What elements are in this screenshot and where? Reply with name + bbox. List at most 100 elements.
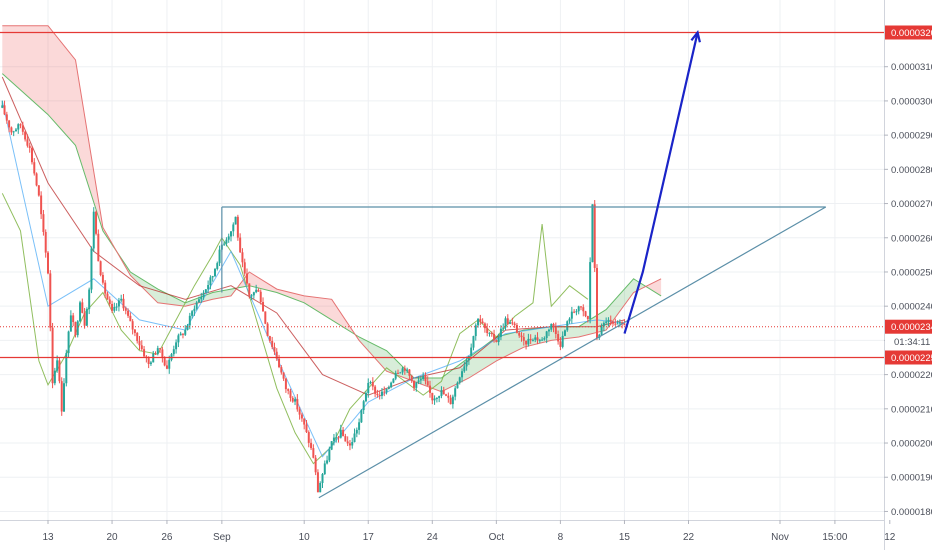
- candle-bearish: [35, 173, 38, 186]
- candle-bearish: [408, 369, 411, 376]
- candle-bullish: [67, 331, 70, 354]
- candle-bearish: [552, 323, 555, 328]
- candle-bearish: [268, 336, 271, 341]
- candle-bearish: [483, 323, 486, 329]
- candle-bullish: [534, 337, 537, 340]
- candle-bearish: [81, 302, 84, 313]
- candle-bullish: [577, 306, 580, 312]
- price-tick-label: 0.00002100: [891, 404, 932, 415]
- candle-bearish: [122, 298, 125, 309]
- candle-bullish: [90, 248, 93, 290]
- candle-bearish: [143, 349, 146, 357]
- candle-bearish: [147, 358, 150, 365]
- candle-bullish: [211, 276, 214, 278]
- candle-bearish: [536, 337, 539, 341]
- candle-bearish: [614, 323, 617, 325]
- candle-bearish: [127, 310, 130, 316]
- candle-bearish: [236, 216, 239, 238]
- forecast-arrow-head: [690, 30, 701, 43]
- candle-bearish: [623, 323, 626, 326]
- candle-bullish: [618, 322, 621, 324]
- candle-bearish: [44, 231, 47, 253]
- candle-bullish: [406, 369, 409, 371]
- candle-bullish: [589, 262, 592, 319]
- time-tick-label: 12: [884, 532, 896, 543]
- candle-bullish: [541, 339, 544, 341]
- candle-bearish: [28, 145, 31, 148]
- candle-bearish: [106, 293, 109, 300]
- candle-bullish: [53, 370, 56, 384]
- candle-bearish: [280, 367, 283, 373]
- price-tick-label: 0.00001800: [891, 507, 932, 518]
- kijun-sen-line: [1, 76, 625, 396]
- candle-bullish: [415, 382, 418, 388]
- candle-bearish: [426, 381, 429, 386]
- candle-bullish: [472, 336, 475, 348]
- candle-bearish: [525, 340, 528, 345]
- price-tick-label: 0.00002200: [891, 370, 932, 381]
- candle-bullish: [69, 315, 72, 332]
- candle-bearish: [520, 335, 523, 338]
- candle-bullish: [323, 463, 326, 475]
- candle-bullish: [177, 335, 180, 343]
- candle-bullish: [168, 359, 171, 369]
- candle-bearish: [511, 322, 514, 324]
- candle-bearish: [165, 365, 168, 369]
- candle-bullish: [188, 315, 191, 326]
- candle-bearish: [241, 252, 244, 263]
- candle-bullish: [390, 382, 393, 388]
- candle-bullish: [550, 323, 553, 330]
- candle-bearish: [129, 315, 132, 322]
- candle-bullish: [200, 296, 203, 300]
- tenkan-sen-line: [1, 100, 625, 458]
- candle-bearish: [19, 124, 22, 126]
- drawings[interactable]: [0, 30, 884, 499]
- candle-bearish: [429, 385, 432, 393]
- price-tick-label: 0.00002340: [891, 322, 932, 333]
- candle-bullish: [227, 236, 230, 240]
- candle-bearish: [275, 351, 278, 359]
- candle-bullish: [392, 378, 395, 383]
- time-tick-label: 13: [42, 532, 54, 543]
- candle-bearish: [58, 360, 61, 382]
- candle-bearish: [298, 409, 301, 415]
- candle-bullish: [456, 382, 459, 389]
- candle-bearish: [584, 311, 587, 317]
- candle-bullish: [117, 300, 120, 307]
- time-tick-label: 24: [427, 532, 439, 543]
- candle-bearish: [621, 322, 624, 324]
- candle-bullish: [509, 322, 512, 324]
- candle-bullish: [401, 368, 404, 373]
- candle-bearish: [3, 105, 6, 115]
- candle-bearish: [163, 358, 166, 366]
- candle-bearish: [506, 318, 509, 324]
- time-tick-label: 20: [106, 532, 118, 543]
- candle-bullish: [115, 306, 118, 308]
- candle-bearish: [287, 389, 290, 391]
- candle-bearish: [515, 325, 518, 333]
- candle-bullish: [255, 289, 258, 293]
- candle-bearish: [554, 327, 557, 335]
- triangle-ascending-trendline[interactable]: [318, 206, 827, 499]
- candle-bearish: [5, 114, 8, 121]
- time-tick-label: Oct: [489, 532, 505, 543]
- candle-bearish: [396, 372, 399, 374]
- candle-bullish: [499, 328, 502, 337]
- candle-bearish: [413, 380, 415, 388]
- candle-bullish: [438, 396, 441, 398]
- candle-bullish: [335, 437, 338, 439]
- candle-bearish: [133, 329, 136, 333]
- candle-bullish: [218, 249, 221, 264]
- price-tick-label: 0.00001900: [891, 473, 932, 484]
- bar-countdown-label: 01:34:11: [894, 337, 930, 348]
- candle-bullish: [328, 449, 331, 461]
- candle-bearish: [271, 340, 274, 348]
- forecast-arrow-path[interactable]: [623, 32, 699, 334]
- candle-bullish: [433, 398, 436, 401]
- candle-bearish: [26, 139, 29, 146]
- candle-bullish: [545, 331, 548, 339]
- candle-bearish: [344, 436, 347, 442]
